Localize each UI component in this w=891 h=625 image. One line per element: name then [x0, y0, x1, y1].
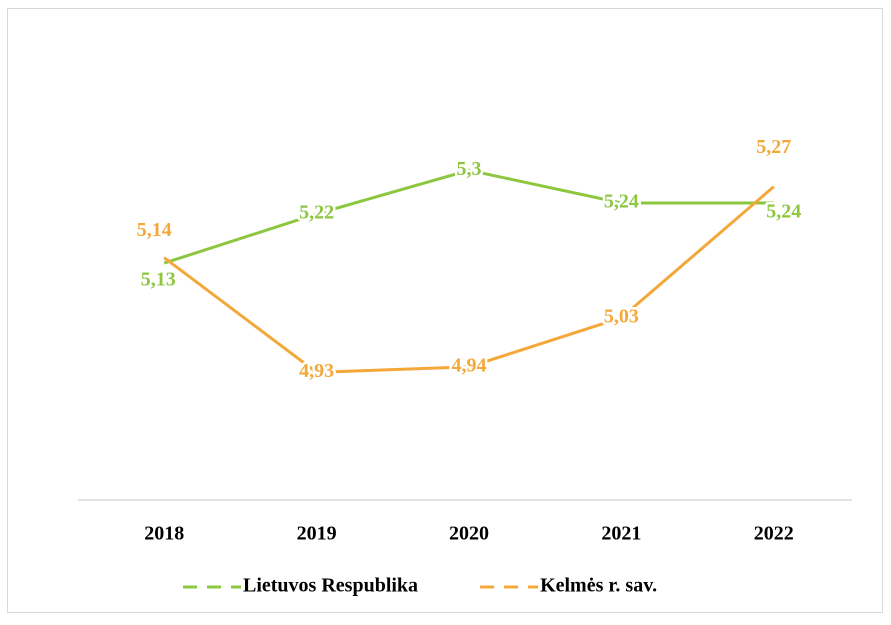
- data-label: 5,24: [604, 191, 639, 213]
- data-label: 5,27: [756, 136, 791, 158]
- data-label: 5,3: [457, 158, 482, 180]
- data-label: 5,24: [766, 201, 801, 223]
- x-tick-label: 2022: [754, 523, 794, 545]
- data-label: 4,94: [452, 354, 487, 376]
- x-tick-label: 2021: [601, 523, 641, 545]
- legend-item: Kelmės r. sav.: [480, 575, 657, 597]
- data-label: 5,13: [141, 269, 176, 291]
- legend-label: Kelmės r. sav.: [540, 575, 657, 597]
- legend-item: Lietuvos Respublika: [183, 575, 418, 597]
- x-tick-label: 2020: [449, 523, 489, 545]
- data-label: 5,03: [604, 305, 639, 327]
- chart-border: [7, 8, 883, 613]
- data-label: 4,93: [299, 360, 334, 382]
- data-label: 5,22: [299, 202, 334, 224]
- data-label: 5,14: [137, 219, 172, 241]
- x-tick-label: 2018: [144, 523, 184, 545]
- x-tick-label: 2019: [297, 523, 337, 545]
- line-series: [163, 185, 775, 374]
- legend-label: Lietuvos Respublika: [243, 575, 418, 597]
- line-series: [163, 168, 774, 265]
